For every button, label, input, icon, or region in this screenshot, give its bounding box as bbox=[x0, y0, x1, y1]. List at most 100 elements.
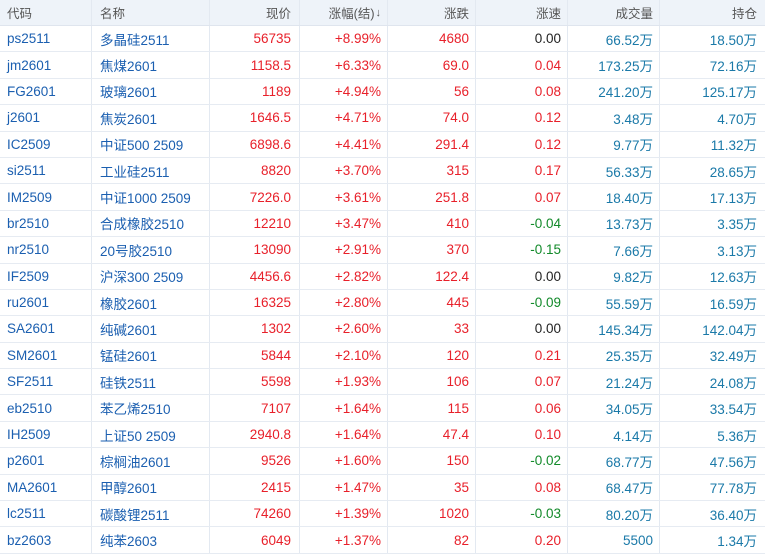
table-row[interactable]: SM2601 锰硅2601 5844 +2.10% 120 0.21 25.35万 32.49… bbox=[0, 342, 765, 370]
chg-cell: 291.4 bbox=[388, 131, 476, 157]
price-cell: 6898.6 bbox=[210, 131, 300, 157]
vol-cell: 241.20万 bbox=[568, 78, 660, 105]
price-cell: 12210 bbox=[210, 210, 300, 237]
name-cell: 锰硅2601 bbox=[92, 342, 210, 369]
oi-cell: 3.13万 bbox=[717, 243, 757, 259]
price-cell: 5844 bbox=[210, 342, 300, 369]
pct-cell: +4.41% bbox=[300, 131, 388, 157]
speed-cell: 0.00 bbox=[476, 26, 568, 52]
pct-cell: +4.94% bbox=[300, 78, 388, 105]
name-cell: 中证500 2509 bbox=[92, 131, 210, 157]
vol-cell: 7.66万 bbox=[568, 237, 660, 263]
table-row[interactable]: bz2603 纯苯2603 6049 +1.37% 82 0.20 5500 1.34万 bbox=[0, 527, 765, 554]
speed-cell: 0.21 bbox=[476, 342, 568, 369]
oi-cell: 142.04万 bbox=[702, 322, 757, 338]
speed-cell: 0.07 bbox=[476, 184, 568, 210]
name-cell: 焦炭2601 bbox=[92, 105, 210, 131]
vol-cell: 3.48万 bbox=[568, 105, 660, 131]
code-cell: IF2509 bbox=[0, 263, 92, 289]
table-row[interactable]: IH2509 上证50 2509 2940.8 +1.64% 47.4 0.10 4.14万… bbox=[0, 421, 765, 449]
chg-cell: 69.0 bbox=[388, 52, 476, 78]
vol-cell: 5500 bbox=[568, 527, 660, 553]
price-cell: 9526 bbox=[210, 448, 300, 474]
table-row[interactable]: p2601 棕榈油2601 9526 +1.60% 150 -0.02 68.77万 47.5… bbox=[0, 448, 765, 475]
price-cell: 2940.8 bbox=[210, 421, 300, 448]
chg-cell: 315 bbox=[388, 157, 476, 184]
table-row[interactable]: lc2511 碳酸锂2511 74260 +1.39% 1020 -0.03 80.20万 3… bbox=[0, 501, 765, 528]
name-cell: 合成橡胶2510 bbox=[92, 210, 210, 237]
table-row[interactable]: jm2601 焦煤2601 1158.5 +6.33% 69.0 0.04 173.25万 7… bbox=[0, 52, 765, 79]
price-cell: 8820 bbox=[210, 157, 300, 184]
table-row[interactable]: MA2601 甲醇2601 2415 +1.47% 35 0.08 68.47万 77.78万 bbox=[0, 474, 765, 502]
pct-cell: +1.64% bbox=[300, 421, 388, 448]
chg-cell: 82 bbox=[388, 527, 476, 553]
table-row[interactable]: SA2601 纯碱2601 1302 +2.60% 33 0.00 145.34万 142.0… bbox=[0, 316, 765, 343]
vol-cell: 21.24万 bbox=[568, 369, 660, 395]
pct-cell: +3.47% bbox=[300, 210, 388, 237]
speed-cell: 0.00 bbox=[476, 263, 568, 289]
chg-cell: 115 bbox=[388, 395, 476, 421]
table-row[interactable]: si2511 工业硅2511 8820 +3.70% 315 0.17 56.33万 28.6… bbox=[0, 157, 765, 185]
code-cell: ps2511 bbox=[0, 26, 92, 52]
header-price[interactable]: 现价 bbox=[210, 0, 300, 25]
table-row[interactable]: IM2509 中证1000 2509 7226.0 +3.61% 251.8 0.07 18… bbox=[0, 184, 765, 211]
speed-cell: 0.06 bbox=[476, 395, 568, 421]
header-oi-label: 持仓 bbox=[731, 7, 757, 21]
vol-cell: 66.52万 bbox=[568, 26, 660, 52]
speed-cell: 0.08 bbox=[476, 78, 568, 105]
header-oi[interactable]: 持仓 bbox=[660, 0, 765, 25]
table-row[interactable]: ru2601 橡胶2601 16325 +2.80% 445 -0.09 55.59万 16.… bbox=[0, 289, 765, 317]
header-speed-label: 涨速 bbox=[535, 7, 561, 21]
pct-cell: +2.82% bbox=[300, 263, 388, 289]
speed-cell: -0.04 bbox=[476, 210, 568, 237]
price-cell: 13090 bbox=[210, 237, 300, 263]
oi-cell: 36.40万 bbox=[709, 507, 757, 523]
header-speed[interactable]: 涨速 bbox=[476, 0, 568, 25]
speed-cell: 0.12 bbox=[476, 131, 568, 157]
code-cell: j2601 bbox=[0, 105, 92, 131]
code-cell: ru2601 bbox=[0, 289, 92, 316]
speed-cell: 0.07 bbox=[476, 369, 568, 395]
chg-cell: 251.8 bbox=[388, 184, 476, 210]
oi-cell: 3.35万 bbox=[717, 217, 757, 233]
code-cell: IH2509 bbox=[0, 421, 92, 448]
name-cell: 棕榈油2601 bbox=[92, 448, 210, 474]
chg-cell: 122.4 bbox=[388, 263, 476, 289]
speed-cell: 0.04 bbox=[476, 52, 568, 78]
table-row[interactable]: SF2511 硅铁2511 5598 +1.93% 106 0.07 21.24万 24.08… bbox=[0, 369, 765, 396]
table-row[interactable]: IC2509 中证500 2509 6898.6 +4.41% 291.4 0.12 9.7… bbox=[0, 131, 765, 158]
header-vol[interactable]: 成交量 bbox=[568, 0, 660, 25]
price-cell: 1158.5 bbox=[210, 52, 300, 78]
table-row[interactable]: ps2511 多晶硅2511 56735 +8.99% 4680 0.00 66.52万 18… bbox=[0, 26, 765, 53]
header-chg[interactable]: 涨跌 bbox=[388, 0, 476, 25]
chg-cell: 56 bbox=[388, 78, 476, 105]
table-row[interactable]: FG2601 玻璃2601 1189 +4.94% 56 0.08 241.20万 125.1… bbox=[0, 78, 765, 106]
table-row[interactable]: j2601 焦炭2601 1646.5 +4.71% 74.0 0.12 3.48万 4.70… bbox=[0, 105, 765, 132]
header-code-label: 代码 bbox=[7, 7, 33, 21]
table-header: 代码 名称 现价 涨幅(结) ↓ 涨跌 涨速 成交量 持仓 bbox=[0, 0, 765, 26]
code-cell: IC2509 bbox=[0, 131, 92, 157]
speed-cell: 0.08 bbox=[476, 474, 568, 501]
name-cell: 多晶硅2511 bbox=[92, 26, 210, 52]
oi-cell: 72.16万 bbox=[709, 59, 757, 75]
table-row[interactable]: nr2510 20号胶2510 13090 +2.91% 370 -0.15 7.66万 3.… bbox=[0, 237, 765, 264]
price-cell: 1646.5 bbox=[210, 105, 300, 131]
name-cell: 橡胶2601 bbox=[92, 289, 210, 316]
vol-cell: 68.47万 bbox=[568, 474, 660, 501]
name-cell: 碳酸锂2511 bbox=[92, 501, 210, 527]
table-row[interactable]: eb2510 苯乙烯2510 7107 +1.64% 115 0.06 34.05万 33.5… bbox=[0, 395, 765, 422]
table-row[interactable]: IF2509 沪深300 2509 4456.6 +2.82% 122.4 0.00 9.8… bbox=[0, 263, 765, 290]
header-vol-label: 成交量 bbox=[615, 7, 653, 21]
oi-cell: 28.65万 bbox=[709, 164, 757, 180]
header-name[interactable]: 名称 bbox=[92, 0, 210, 25]
header-pct-label: 涨幅(结) bbox=[328, 7, 375, 21]
header-pct[interactable]: 涨幅(结) ↓ bbox=[300, 0, 388, 25]
code-cell: bz2603 bbox=[0, 527, 92, 553]
header-code[interactable]: 代码 bbox=[0, 0, 92, 25]
code-cell: MA2601 bbox=[0, 474, 92, 501]
table-row[interactable]: br2510 合成橡胶2510 12210 +3.47% 410 -0.04 13.73万 3… bbox=[0, 210, 765, 238]
header-name-label: 名称 bbox=[100, 7, 126, 21]
speed-cell: -0.15 bbox=[476, 237, 568, 263]
pct-cell: +2.80% bbox=[300, 289, 388, 316]
price-cell: 2415 bbox=[210, 474, 300, 501]
